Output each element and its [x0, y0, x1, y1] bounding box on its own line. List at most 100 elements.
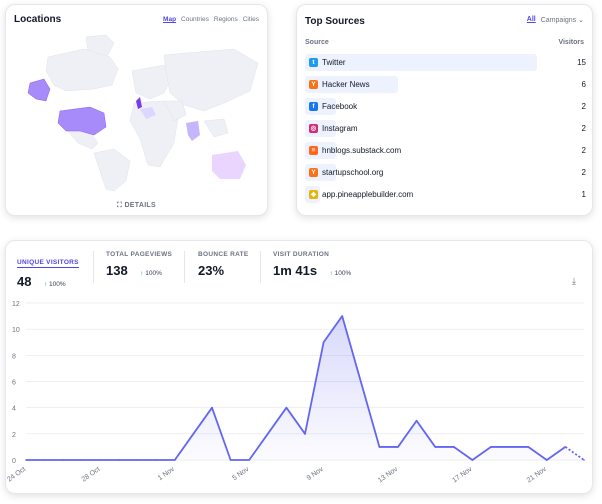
tab-map[interactable]: Map — [163, 16, 177, 23]
metric-change: ↑ 100% — [43, 281, 66, 288]
metric-total-pageviews[interactable]: TOTAL PAGEVIEWS 138 ↑ 100% — [106, 251, 172, 280]
middle-east-region — [163, 100, 187, 122]
metric-unique-visitors[interactable]: UNIQUE VISITORS 48 ↑ 100% — [17, 251, 79, 291]
x-tick-label: 28 Oct — [81, 466, 102, 484]
data-point — [583, 459, 585, 461]
series-line — [26, 315, 566, 461]
startupschool-icon: Y — [309, 168, 318, 177]
top-sources-card: Top Sources All Campaigns ⌄ Source Visit… — [296, 4, 593, 216]
source-name[interactable]: startupschool.org — [322, 168, 384, 177]
y-tick-label: 6 — [12, 380, 16, 387]
twitter-icon: t — [309, 58, 318, 67]
visitors-card: UNIQUE VISITORS 48 ↑ 100% TOTAL PAGEVIEW… — [5, 240, 593, 494]
source-row[interactable]: ◆ app.pineapplebuilder.com 1 — [305, 186, 586, 203]
metric-value: 48 — [17, 274, 32, 289]
x-tick-label: 21 Nov — [526, 466, 549, 485]
data-point — [118, 459, 120, 461]
divider — [260, 251, 261, 283]
southeast-asia-region — [203, 118, 229, 138]
source-name[interactable]: Instagram — [322, 124, 358, 133]
data-point — [453, 446, 455, 448]
download-icon[interactable]: ⤓ — [572, 276, 576, 286]
source-bar — [305, 76, 398, 93]
data-point — [136, 459, 139, 461]
details-button[interactable]: ⛶ DETAILS — [117, 202, 156, 209]
source-visitors: 6 — [581, 80, 586, 89]
tab-cities[interactable]: Cities — [242, 16, 259, 23]
y-tick-label: 0 — [12, 458, 16, 465]
x-tick-label: 13 Nov — [377, 466, 400, 485]
tab-campaigns[interactable]: Campaigns ⌄ — [540, 17, 584, 24]
source-visitors: 2 — [581, 168, 586, 177]
tab-countries[interactable]: Countries — [181, 16, 209, 23]
divider — [93, 251, 94, 283]
metric-visit-duration[interactable]: VISIT DURATION 1m 41s ↑ 100% — [273, 251, 351, 280]
source-name[interactable]: app.pineapplebuilder.com — [322, 190, 414, 199]
source-name[interactable]: Twitter — [322, 58, 346, 67]
chevron-down-icon: ⌄ — [578, 17, 584, 24]
metric-bounce-rate[interactable]: BOUNCE RATE 23% — [198, 251, 249, 280]
source-row[interactable]: t Twitter 15 — [305, 54, 586, 71]
y-tick-label: 2 — [12, 432, 16, 439]
metric-label: TOTAL PAGEVIEWS — [106, 251, 173, 258]
visitors-chart[interactable]: 0 2 4 6 8 10 12 24 Oct 28 Oct 1 Nov 5 Nov 9 Nov 13 N… — [6, 293, 594, 493]
locations-tabs: Map Countries Regions Cities — [163, 16, 259, 23]
india-highlight — [186, 121, 200, 141]
tab-all[interactable]: All — [526, 16, 536, 23]
data-point — [378, 446, 381, 448]
data-point — [415, 419, 418, 422]
metric-label: VISIT DURATION — [273, 251, 330, 258]
data-point — [43, 459, 46, 461]
metric-label: UNIQUE VISITORS — [17, 259, 79, 268]
world-map[interactable] — [14, 31, 262, 195]
pineapple-icon: ◆ — [309, 190, 318, 199]
metric-label: BOUNCE RATE — [198, 251, 249, 258]
uk-highlight — [136, 97, 142, 109]
europe-region — [131, 64, 173, 100]
source-visitors: 15 — [577, 58, 586, 67]
metric-value: 138 — [106, 263, 128, 278]
data-point — [304, 433, 306, 435]
divider — [184, 251, 185, 283]
metric-value: 23% — [198, 263, 225, 278]
x-tick-label: 17 Nov — [451, 466, 474, 485]
data-point — [229, 459, 232, 461]
source-visitors: 1 — [581, 190, 586, 199]
x-tick-label: 5 Nov — [231, 466, 250, 483]
locations-card: Locations Map Countries Regions Cities ⛶… — [5, 4, 268, 216]
source-name[interactable]: hnblogs.substack.com — [322, 146, 402, 155]
source-name[interactable]: Facebook — [322, 102, 358, 111]
top-sources-title: Top Sources — [305, 16, 365, 27]
data-point — [285, 406, 288, 409]
column-header-source: Source — [305, 39, 329, 46]
source-row[interactable]: ≡ hnblogs.substack.com 2 — [305, 142, 586, 159]
data-point — [508, 446, 511, 448]
source-row[interactable]: ◎ Instagram 2 — [305, 120, 586, 137]
locations-title: Locations — [14, 14, 62, 25]
expand-icon: ⛶ — [117, 202, 123, 209]
data-point — [99, 459, 102, 461]
source-row[interactable]: Y Hacker News 6 — [305, 76, 586, 93]
sources-tabs: All Campaigns ⌄ — [527, 16, 584, 24]
y-tick-label: 10 — [12, 327, 20, 334]
data-point — [360, 380, 362, 383]
australia-highlight — [212, 151, 246, 179]
source-name[interactable]: Hacker News — [322, 80, 370, 89]
arrow-up-icon: ↑ — [43, 281, 48, 288]
source-bar — [305, 54, 537, 71]
data-point — [341, 315, 344, 317]
russia-asia-region — [163, 48, 259, 112]
canada-region — [45, 48, 119, 92]
data-point — [155, 459, 157, 461]
tab-regions[interactable]: Regions — [213, 16, 238, 23]
x-tick-label: 1 Nov — [157, 466, 176, 483]
data-point — [322, 341, 325, 344]
x-tick-label: 9 Nov — [306, 466, 325, 483]
source-visitors: 2 — [581, 102, 586, 111]
y-tick-label: 12 — [12, 301, 20, 308]
source-row[interactable]: f Facebook 2 — [305, 98, 586, 115]
y-tick-label: 8 — [12, 353, 16, 360]
data-point — [62, 459, 64, 461]
facebook-icon: f — [309, 102, 318, 111]
